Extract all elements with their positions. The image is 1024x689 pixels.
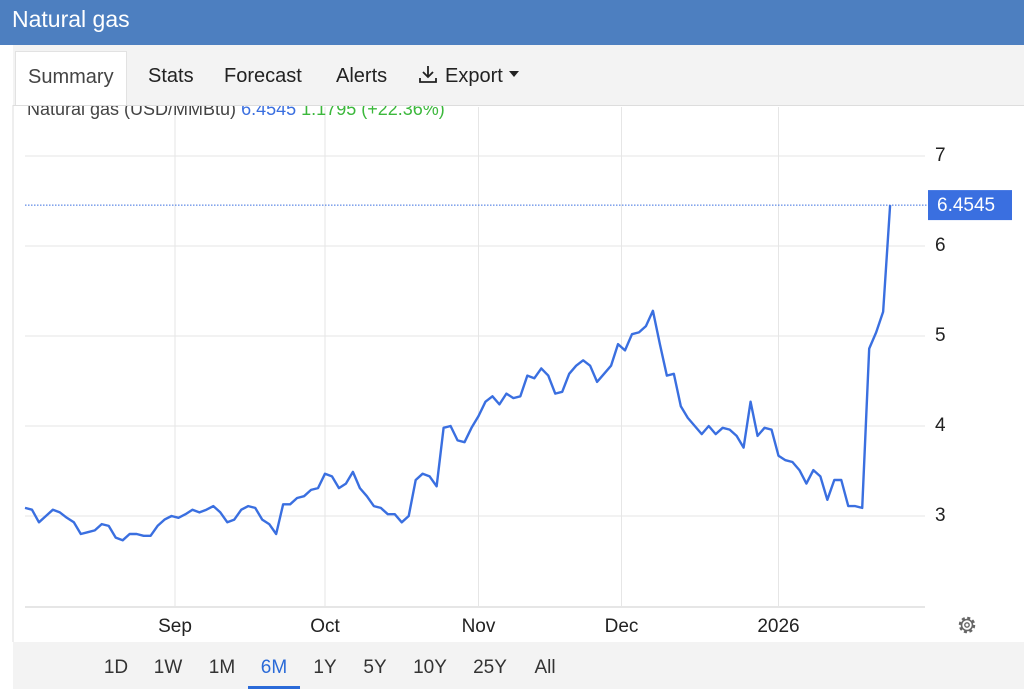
x-tick-label: Oct bbox=[310, 616, 340, 637]
range-button[interactable]: 1M bbox=[208, 657, 236, 678]
x-tick-label: Nov bbox=[462, 616, 496, 637]
settings-icon[interactable] bbox=[958, 616, 976, 634]
range-button[interactable]: 5Y bbox=[363, 657, 387, 678]
caret-icon bbox=[508, 71, 519, 77]
x-tick-label: Dec bbox=[605, 616, 639, 637]
range-button[interactable]: All bbox=[534, 657, 556, 678]
tab[interactable]: Summary bbox=[15, 51, 127, 105]
tab[interactable]: Export bbox=[405, 51, 533, 105]
range-button[interactable]: 25Y bbox=[473, 657, 507, 678]
x-tick-label: Sep bbox=[158, 616, 192, 637]
range-bar: 1D 1W 1M 6M 1Y 5Y 10Y 25Y All bbox=[13, 642, 1024, 689]
tab[interactable]: Alerts bbox=[336, 65, 388, 87]
page-header: Natural gas bbox=[0, 0, 1024, 45]
chart-panel bbox=[13, 105, 1024, 642]
range-button[interactable]: 10Y bbox=[413, 657, 447, 678]
range-button[interactable]: 1W bbox=[153, 657, 183, 678]
x-tick-label: 2026 bbox=[757, 616, 799, 637]
range-button[interactable]: 6M bbox=[248, 642, 300, 689]
y-tick-label: 6 bbox=[935, 235, 946, 256]
export-icon bbox=[419, 66, 437, 83]
tab[interactable]: Forecast bbox=[224, 65, 302, 87]
range-button[interactable]: 1D bbox=[103, 657, 129, 678]
y-tick-label: 3 bbox=[935, 505, 946, 526]
last-price-label: 6.4545 bbox=[937, 195, 995, 216]
y-tick-label: 4 bbox=[935, 415, 946, 436]
tab[interactable]: Stats bbox=[148, 65, 194, 87]
last-price-box bbox=[928, 190, 1012, 221]
range-button[interactable]: 1Y bbox=[313, 657, 337, 678]
y-tick-label: 5 bbox=[935, 325, 946, 346]
y-tick-label: 7 bbox=[935, 145, 946, 166]
tab-label: Export bbox=[445, 65, 503, 87]
page-title: Natural gas bbox=[12, 6, 130, 32]
price-line bbox=[24, 205, 892, 542]
tab-bar: Summary Stats Forecast Alerts Export bbox=[13, 45, 1024, 106]
